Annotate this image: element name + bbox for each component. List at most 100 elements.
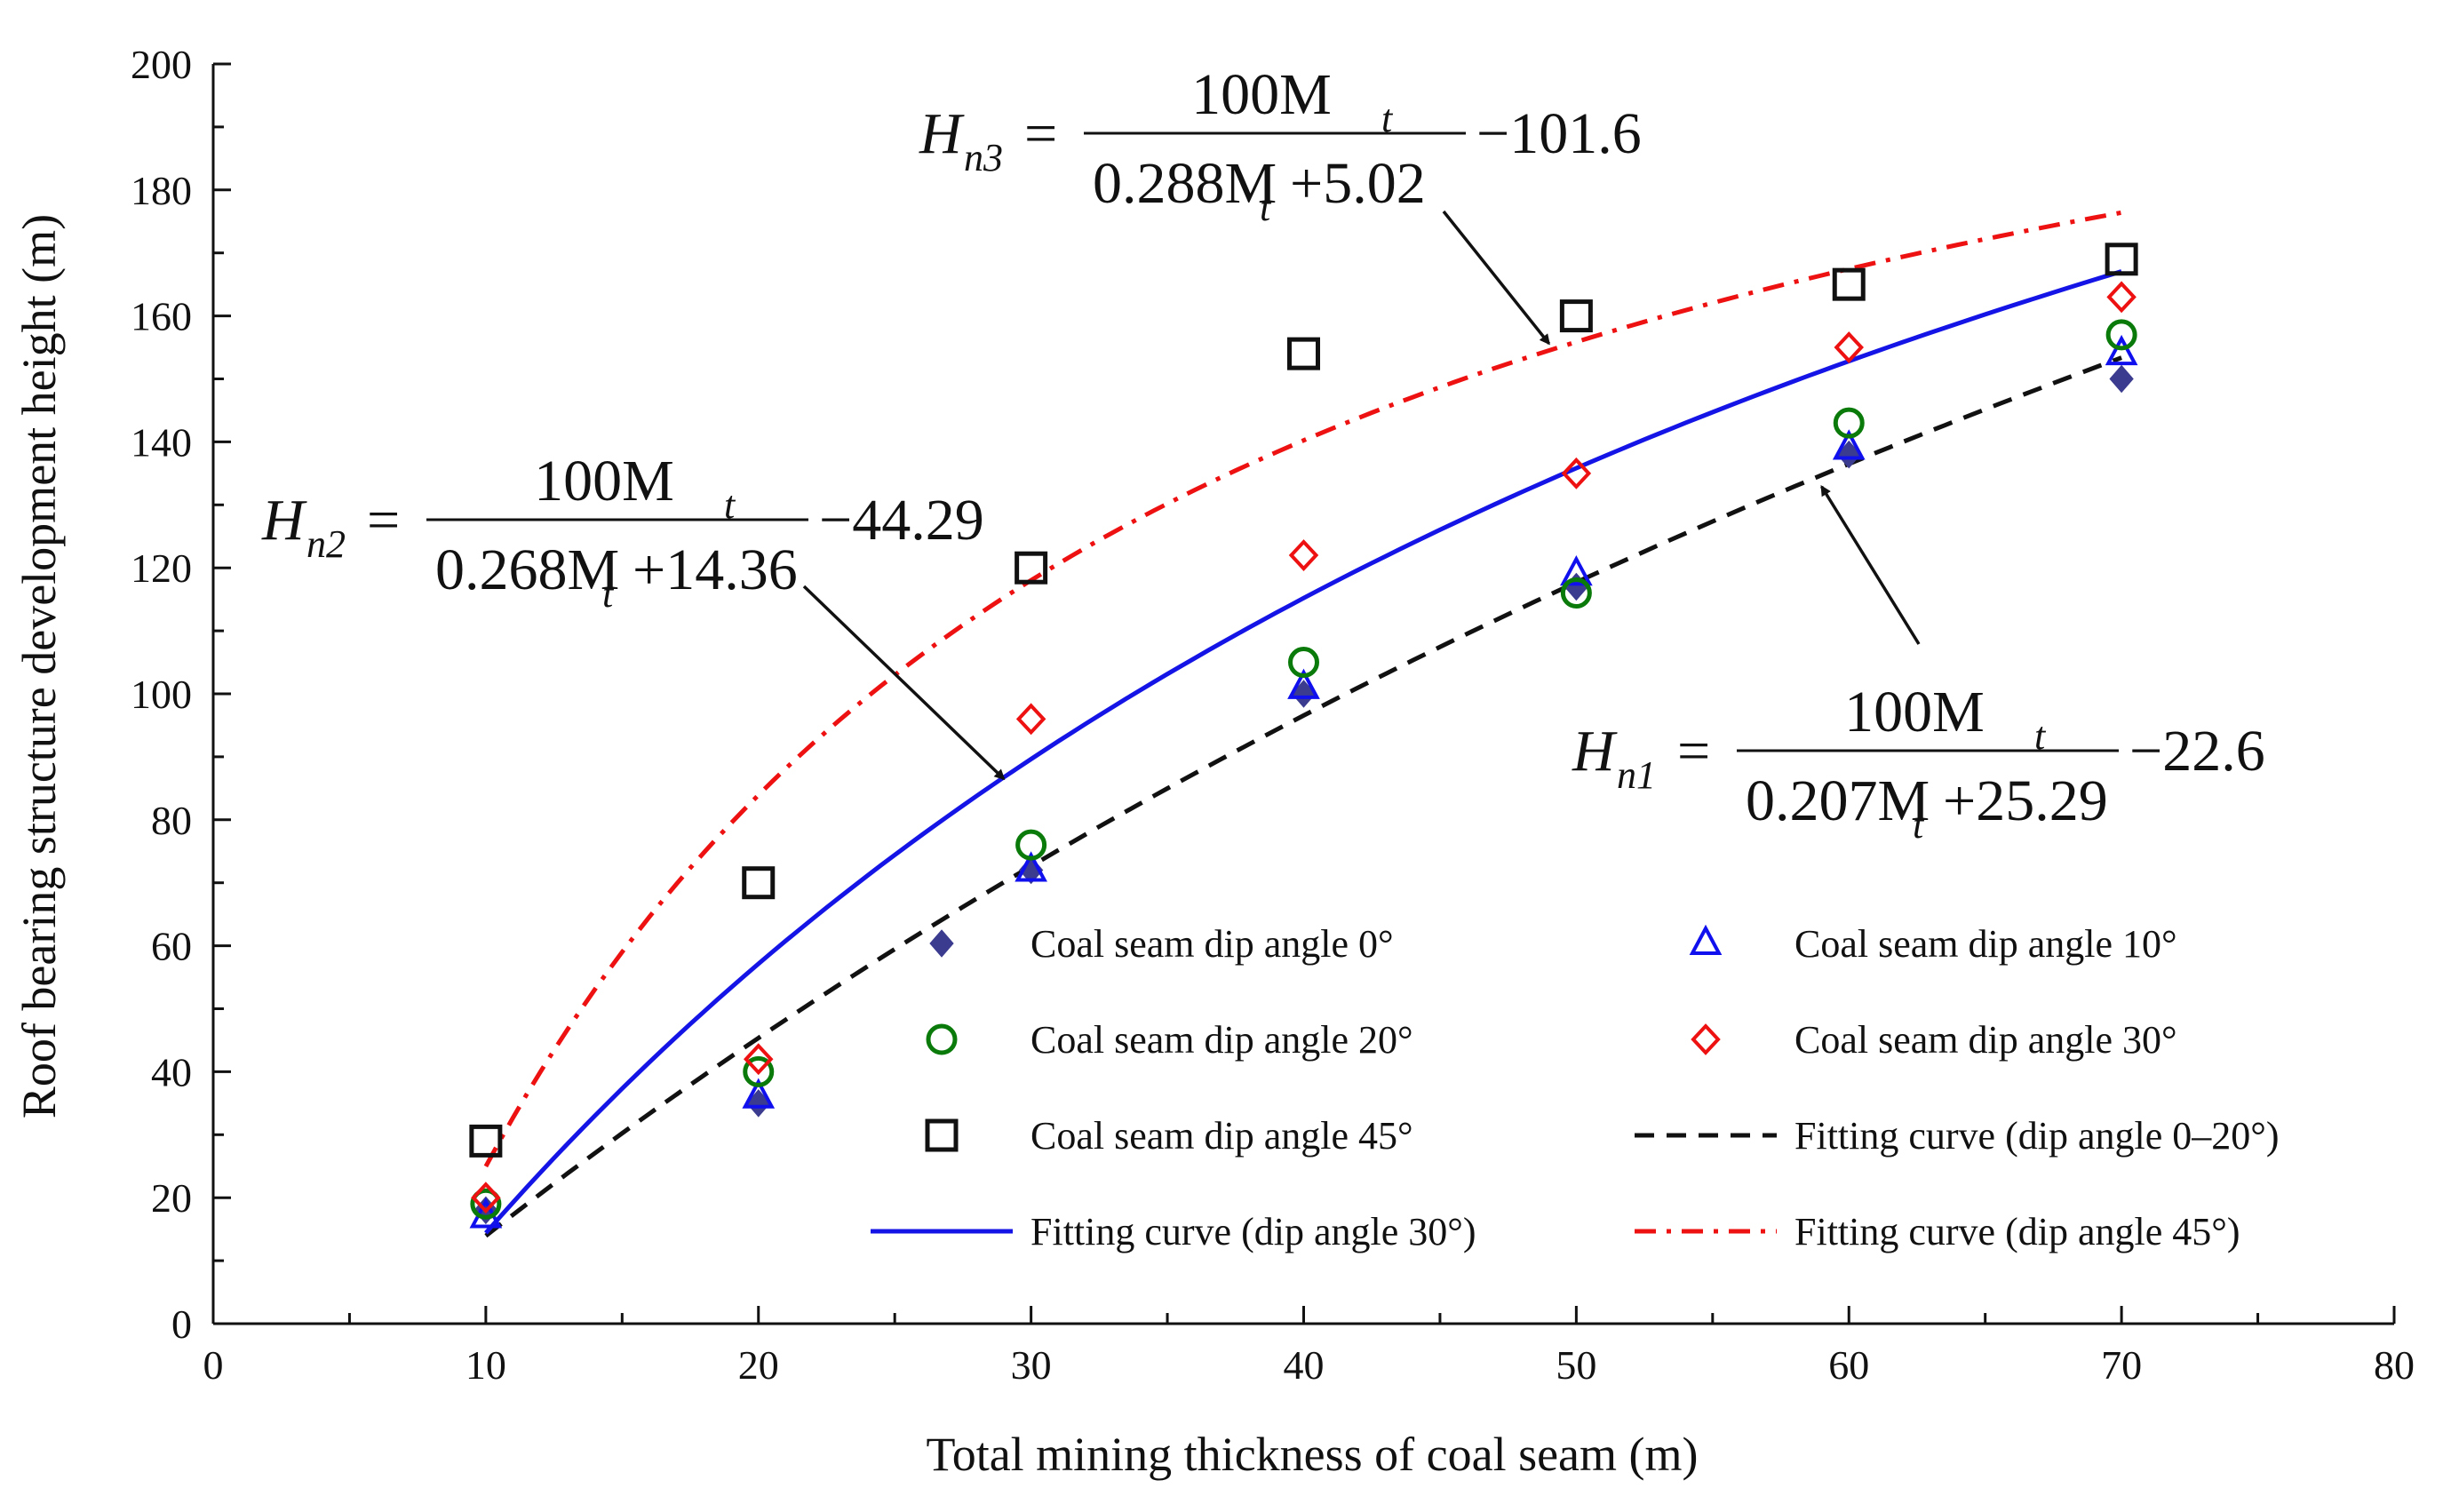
data-point [471,1182,501,1214]
x-tick-label: 80 [2374,1342,2415,1388]
data-point [2109,364,2134,394]
equation-numerator: 100M [1191,62,1332,127]
data-point [1287,337,1320,370]
x-axis-label: Total mining thickness of coal seam (m) [926,1428,1698,1481]
x-tick-label: 60 [1828,1342,1869,1388]
data-point [1015,551,1048,585]
data-point [1833,407,1865,439]
x-tick-label: 10 [466,1342,506,1388]
legend-label: Fitting curve (dip angle 0–20°) [1794,1114,2280,1158]
equation-lhs: H [919,101,965,166]
data-point [742,866,776,900]
data-point [743,1055,775,1087]
data-point [2105,319,2137,351]
data-point [1560,577,1592,609]
equation-denominator: 0.207M [1746,768,1930,833]
equation-tail: −101.6 [1476,101,1642,166]
legend-swatch [1691,1023,1721,1055]
legend-item: Coal seam dip angle 45° [925,1114,1413,1158]
equation-lhs-sub: n1 [1617,753,1656,797]
data-point [1287,668,1320,699]
y-tick-label: 100 [131,672,192,717]
denominator-rest: +5.02 [1290,151,1426,216]
denominator-sub: t [1260,186,1272,229]
legend-item: Fitting curve (dip angle 45°) [1635,1210,2240,1253]
y-tick-label: 60 [151,924,192,969]
legend-swatch [1689,924,1723,955]
equation-tail: −44.29 [819,488,984,553]
legend-item: Coal seam dip angle 30° [1691,1018,2177,1062]
legend-item: Coal seam dip angle 0° [929,922,1394,966]
y-tick-label: 200 [131,42,192,87]
data-point [1288,647,1319,679]
equation-lhs-sub: n3 [964,136,1003,179]
legend: Coal seam dip angle 0° Coal seam dip angl… [871,922,2280,1253]
pointer-arrow [1442,210,1551,346]
x-tick-label: 30 [1011,1342,1052,1388]
equation-numerator: 100M [534,449,674,513]
x-tick-label: 0 [203,1342,224,1388]
legend-item: Coal seam dip angle 10° [1689,922,2177,966]
equation-lhs-sub: n2 [306,522,346,566]
data-point [742,1078,776,1109]
data-point [2105,243,2138,276]
y-tick-label: 180 [131,168,192,213]
denominator-rest: +25.29 [1943,768,2108,833]
data-point [1560,555,1593,586]
data-markers [469,243,2138,1229]
data-point [2105,334,2138,366]
pointer-arrow [802,585,1006,781]
fitting-curve [484,269,2122,1235]
x-tick-label: 40 [1284,1342,1325,1388]
legend-label: Fitting curve (dip angle 30°) [1031,1210,1476,1253]
denominator-sub: t [1913,803,1925,847]
legend-label: Fitting curve (dip angle 45°) [1794,1210,2240,1253]
data-point [1832,267,1866,301]
data-point [1015,851,1047,882]
data-point [2106,281,2137,314]
legend-label: Coal seam dip angle 45° [1031,1114,1413,1158]
denominator-rest: +14.36 [633,537,798,602]
denominator-sub: t [602,572,615,616]
x-tick-label: 20 [738,1342,779,1388]
data-point [1832,429,1866,460]
legend-swatch [926,1023,958,1055]
x-tick-label: 70 [2101,1342,2142,1388]
legend-label: Coal seam dip angle 20° [1031,1018,1413,1062]
equation-numerator: 100M [1844,680,1985,744]
equation-denominator: 0.288M [1093,151,1277,216]
y-axis-label: Roof bearing structure development heigh… [12,214,66,1118]
data-point [470,1188,502,1220]
equals-sign: = [367,488,400,553]
data-point [1288,539,1319,571]
numerator-sub: t [724,483,736,527]
legend-label: Coal seam dip angle 30° [1794,1018,2177,1062]
axes: 0 20 40 60 80 100 120 140 160 180 200 0 10 20 30 40 50 60… [131,42,2415,1388]
data-point [1015,829,1047,861]
equals-sign: = [1677,719,1710,784]
legend-item: Coal seam dip angle 20° [926,1018,1413,1062]
y-tick-label: 80 [151,798,192,843]
fitting-curve [483,210,2122,1168]
equation-denominator: 0.268M [435,537,619,602]
numerator-sub: t [1381,97,1394,140]
y-tick-label: 0 [171,1301,192,1347]
y-tick-label: 160 [131,294,192,339]
equation-tail: −22.6 [2129,719,2265,784]
legend-item: Fitting curve (dip angle 0–20°) [1635,1114,2280,1158]
data-point [1559,299,1593,333]
equation-lhs: H [1572,719,1618,784]
y-tick-label: 120 [131,545,192,591]
data-point [1015,703,1046,736]
data-point [469,1124,503,1158]
equals-sign: = [1024,101,1057,166]
legend-label: Coal seam dip angle 10° [1794,922,2177,966]
data-point [744,1043,774,1076]
numerator-sub: t [2034,714,2047,758]
x-tick-label: 50 [1556,1342,1596,1388]
legend-item: Fitting curve (dip angle 30°) [871,1210,1476,1253]
